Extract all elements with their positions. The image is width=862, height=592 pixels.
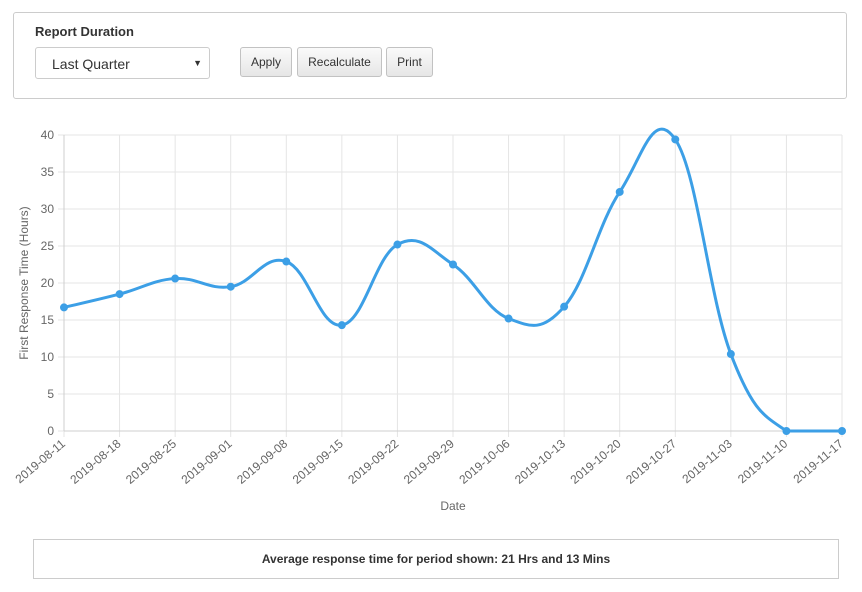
duration-select-value: Last Quarter — [52, 56, 130, 72]
report-duration-panel: Report Duration Last Quarter ▼ Apply Rec… — [13, 12, 847, 99]
chevron-down-icon: ▼ — [193, 58, 202, 68]
y-tick-label: 30 — [41, 202, 55, 216]
data-point — [115, 290, 124, 299]
data-point — [782, 427, 791, 435]
y-tick-label: 25 — [41, 239, 55, 253]
x-tick-label: 2019-08-25 — [123, 436, 179, 486]
y-tick-label: 5 — [47, 387, 54, 401]
data-point — [671, 135, 680, 144]
x-tick-label: 2019-11-10 — [735, 436, 791, 486]
x-tick-label: 2019-10-27 — [623, 436, 679, 486]
x-tick-label: 2019-08-18 — [67, 436, 123, 486]
y-tick-label: 20 — [41, 276, 55, 290]
y-tick-label: 0 — [47, 424, 54, 438]
data-point — [171, 274, 180, 283]
x-tick-label: 2019-10-20 — [568, 436, 624, 486]
x-tick-label: 2019-09-08 — [234, 436, 290, 486]
y-tick-label: 10 — [41, 350, 55, 364]
data-point — [504, 314, 513, 323]
data-point — [337, 321, 346, 330]
series-line — [63, 127, 842, 433]
x-tick-label: 2019-10-06 — [456, 436, 512, 486]
print-button[interactable]: Print — [386, 47, 433, 77]
x-tick-label: 2019-09-15 — [290, 436, 346, 486]
apply-button[interactable]: Apply — [240, 47, 292, 77]
x-tick-label: 2019-10-13 — [512, 436, 568, 486]
data-point — [726, 350, 735, 359]
data-point — [60, 303, 68, 312]
recalculate-button[interactable]: Recalculate — [297, 47, 382, 77]
x-tick-label: 2019-09-01 — [179, 436, 235, 486]
data-point — [226, 282, 235, 291]
x-tick-label: 2019-11-03 — [679, 436, 735, 486]
x-tick-label: 2019-11-17 — [791, 436, 847, 486]
y-tick-label: 40 — [41, 128, 55, 142]
data-point — [615, 187, 624, 196]
x-tick-label: 2019-08-11 — [13, 436, 69, 486]
data-point — [449, 260, 457, 269]
data-point — [838, 427, 846, 435]
data-point — [560, 302, 569, 311]
y-tick-label: 35 — [41, 165, 55, 179]
data-point — [393, 240, 402, 249]
average-response-text: Average response time for period shown: … — [261, 552, 611, 566]
y-tick-label: 15 — [41, 313, 55, 327]
duration-select[interactable]: Last Quarter ▼ — [35, 47, 210, 79]
y-axis-title: First Response Time (Hours) — [17, 206, 31, 359]
x-tick-label: 2019-09-22 — [345, 436, 401, 486]
average-response-summary: Average response time for period shown: … — [33, 539, 839, 579]
report-duration-label: Report Duration — [35, 24, 134, 39]
x-axis-title: Date — [440, 499, 466, 513]
data-point — [282, 257, 291, 266]
x-tick-label: 2019-09-29 — [401, 436, 457, 486]
